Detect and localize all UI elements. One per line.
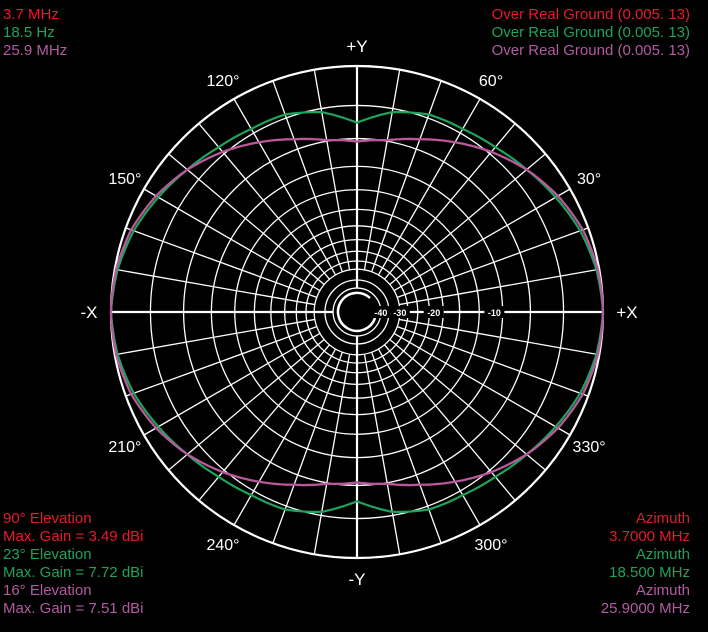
grid-spoke: [363, 354, 401, 555]
grid-spoke: [399, 268, 600, 306]
radial-tick-label: -10: [488, 308, 501, 318]
grid-spoke: [168, 153, 325, 285]
grid-spoke: [114, 268, 315, 306]
radial-tick-label: -20: [427, 308, 440, 318]
frequency-label: 18.5 Hz: [3, 24, 55, 41]
elevation-gain-label: 16° Elevation: [3, 582, 92, 599]
elevation-gain-list: 90° Elevation Max. Gain = 3.49 dBi 23° Ele…: [3, 510, 144, 618]
elevation-gain-label: Max. Gain = 7.51 dBi: [3, 600, 144, 617]
grid-spoke: [198, 344, 330, 501]
axis-label: -X: [81, 303, 98, 322]
grid-spoke: [313, 69, 351, 270]
grid-spoke: [125, 326, 317, 397]
azimuth-label: Azimuth: [635, 510, 690, 527]
grid-spoke: [143, 188, 321, 292]
angle-labels: 120° 60° 150° 30° 210° 330° 240° 300° +Y -Y +X -X -4…: [81, 37, 638, 589]
radial-label-bg: [370, 306, 391, 318]
grid-spoke: [114, 318, 315, 356]
radial-tick-label: -40: [374, 308, 387, 318]
pattern-trace-2: [109, 137, 605, 487]
elevation-gain-label: Max. Gain = 3.49 dBi: [3, 528, 144, 545]
grid-spoke: [168, 339, 325, 471]
grid-spoke: [363, 69, 401, 270]
elevation-gain-label: 23° Elevation: [3, 546, 92, 563]
grid-spoke: [198, 123, 330, 280]
axis-label: -Y: [349, 570, 366, 589]
azimuth-label: Azimuth: [635, 582, 690, 599]
grid-spoke: [377, 348, 481, 526]
grid-spoke: [233, 98, 337, 276]
grid-spoke: [397, 326, 589, 397]
ground-label: Over Real Ground (0.005. 13): [491, 24, 690, 41]
grid-spoke: [125, 227, 317, 298]
angle-label: 150°: [108, 171, 141, 188]
grid-spoke: [313, 354, 351, 555]
grid-spoke: [371, 352, 442, 544]
center-ring: [336, 291, 377, 333]
ground-label: Over Real Ground (0.005. 13): [491, 6, 690, 23]
angle-label: 330°: [573, 439, 606, 456]
frequency-label: 25.9 MHz: [3, 42, 68, 59]
grid-spoke: [143, 332, 321, 436]
angle-label: 240°: [206, 537, 239, 554]
azimuth-label: 18.500 MHz: [609, 564, 690, 581]
grid-spoke: [272, 80, 343, 272]
radial-label-bg: [389, 306, 410, 318]
elevation-gain-label: Max. Gain = 7.72 dBi: [3, 564, 144, 581]
angle-label: 210°: [108, 439, 141, 456]
grid-spoke: [397, 227, 589, 298]
pattern-traces: [109, 111, 605, 513]
radial-label-bg: [484, 306, 505, 318]
grid-spoke: [389, 153, 546, 285]
ground-list: Over Real Ground (0.005. 13) Over Real Gr…: [492, 6, 690, 60]
axis-label: +X: [616, 303, 637, 322]
grid-spoke: [233, 348, 337, 526]
grid-spoke: [384, 344, 516, 501]
grid-spoke: [399, 318, 600, 356]
grid-spoke: [272, 352, 343, 544]
frequency-label: 3.7 MHz: [3, 6, 59, 23]
grid-spoke: [384, 123, 516, 280]
grid-spoke: [377, 98, 481, 276]
angle-label: 60°: [479, 73, 503, 90]
ground-label: Over Real Ground (0.005. 13): [491, 42, 690, 59]
elevation-gain-label: 90° Elevation: [3, 510, 92, 527]
frequency-list: 3.7 MHz 18.5 Hz 25.9 MHz: [3, 6, 67, 60]
axis-label: +Y: [346, 37, 367, 56]
radial-tick-label: -30: [393, 308, 406, 318]
polar-grid: [109, 64, 605, 560]
angle-label: 30°: [577, 171, 601, 188]
angle-label: 300°: [474, 537, 507, 554]
radial-label-bg: [423, 306, 444, 318]
azimuth-label: 25.9000 MHz: [600, 600, 690, 617]
grid-spoke: [389, 339, 546, 471]
azimuth-label: 3.7000 MHz: [609, 528, 690, 545]
angle-label: 120°: [206, 73, 239, 90]
azimuth-frequency-list: Azimuth 3.7000 MHz Azimuth 18.500 MHz Azimut…: [601, 510, 690, 618]
grid-spoke: [393, 188, 571, 292]
azimuth-label: Azimuth: [635, 546, 690, 563]
grid-spoke: [393, 332, 571, 436]
grid-spoke: [371, 80, 442, 272]
